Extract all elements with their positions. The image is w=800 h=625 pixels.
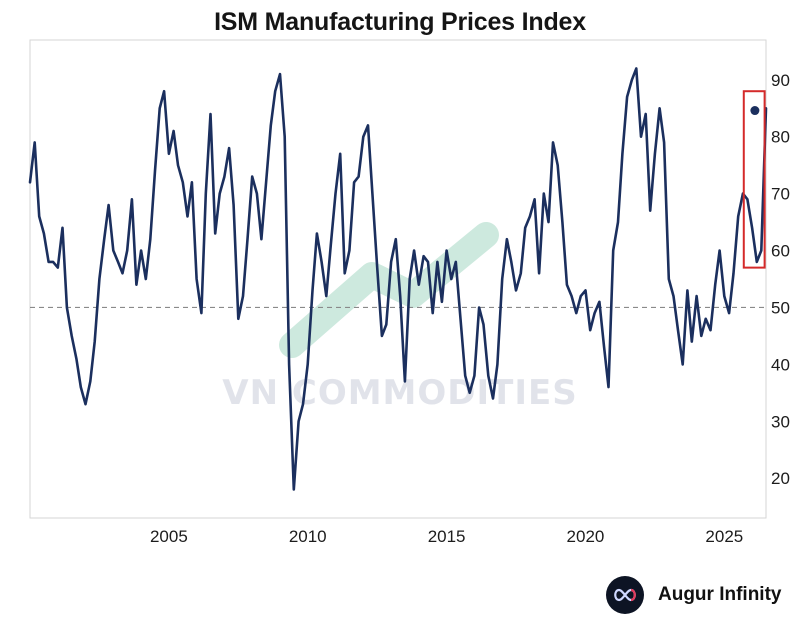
watermark: VN COMMODITIES	[222, 222, 577, 413]
series-line	[28, 67, 768, 491]
watermark-text: VN COMMODITIES	[222, 373, 577, 413]
y-tick-label: 20	[771, 469, 790, 488]
y-tick-label: 30	[771, 412, 790, 431]
x-tick-label: 2010	[289, 527, 327, 546]
brand-name: Augur Infinity	[658, 584, 782, 605]
last-point-marker	[750, 106, 760, 116]
x-tick-label: 2015	[428, 527, 466, 546]
highlight-box	[742, 90, 766, 269]
y-tick-label: 40	[771, 355, 790, 374]
y-tick-label: 80	[771, 128, 790, 147]
x-tick-label: 2020	[567, 527, 605, 546]
y-tick-label: 50	[771, 298, 790, 317]
chart-title: ISM Manufacturing Prices Index	[214, 8, 586, 36]
y-tick-label: 90	[771, 71, 790, 90]
y-tick-label: 60	[771, 242, 790, 261]
infinity-icon	[606, 576, 644, 614]
x-tick-label: 2005	[150, 527, 188, 546]
brand: Augur Infinity	[606, 575, 781, 615]
plot-frame	[29, 39, 767, 519]
x-tick-label: 2025	[705, 527, 743, 546]
y-tick-label: 70	[771, 185, 790, 204]
